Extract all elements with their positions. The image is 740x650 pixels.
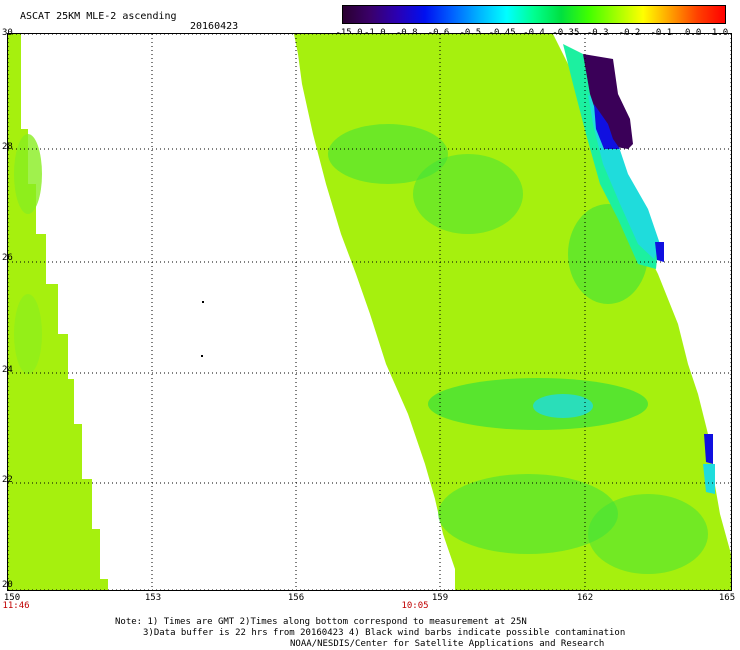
left-swath: [8, 34, 108, 590]
blue-spot: [704, 434, 713, 464]
map-plot-area[interactable]: [7, 33, 732, 591]
lon-label-162: 162: [576, 593, 594, 603]
green-patch: [438, 474, 618, 554]
cyan-patch: [533, 394, 593, 418]
map-title: ASCAT 25KM MLE-2 ascending: [20, 11, 177, 22]
blue-patch: [594, 104, 620, 149]
lat-label-26: 26: [2, 253, 13, 263]
green-patch: [413, 154, 523, 234]
note-line-2: 3)Data buffer is 22 hrs from 20160423 4)…: [143, 628, 626, 638]
dark-patch: [583, 54, 633, 149]
note-line-3: NOAA/NESDIS/Center for Satellite Applica…: [290, 639, 605, 649]
lon-label-150: 150: [3, 593, 21, 603]
lon-label-153: 153: [144, 593, 162, 603]
color-scale-bar: [342, 5, 726, 24]
green-patch: [328, 124, 448, 184]
lat-label-20: 20: [2, 580, 13, 590]
lat-label-22: 22: [2, 475, 13, 485]
green-patch: [588, 494, 708, 574]
lon-label-165: 165: [718, 593, 736, 603]
wind-field-swaths: [8, 34, 731, 590]
island-marker: [202, 301, 204, 303]
lat-label-30: 30: [2, 28, 13, 38]
cyan-spot: [703, 464, 715, 494]
note-line-1: Note: 1) Times are GMT 2)Times along bot…: [115, 617, 527, 627]
lat-label-24: 24: [2, 365, 13, 375]
map-date: 20160423: [190, 21, 239, 32]
blue-spot: [655, 242, 664, 262]
left-swath-shade: [14, 134, 42, 214]
lon-label-159: 159: [431, 593, 449, 603]
pass-time-1: 11:46: [2, 601, 30, 611]
island-marker: [201, 355, 203, 357]
lat-label-28: 28: [2, 142, 13, 152]
left-swath-shade: [14, 294, 42, 374]
pass-time-2: 10:05: [401, 601, 429, 611]
lon-label-156: 156: [287, 593, 305, 603]
